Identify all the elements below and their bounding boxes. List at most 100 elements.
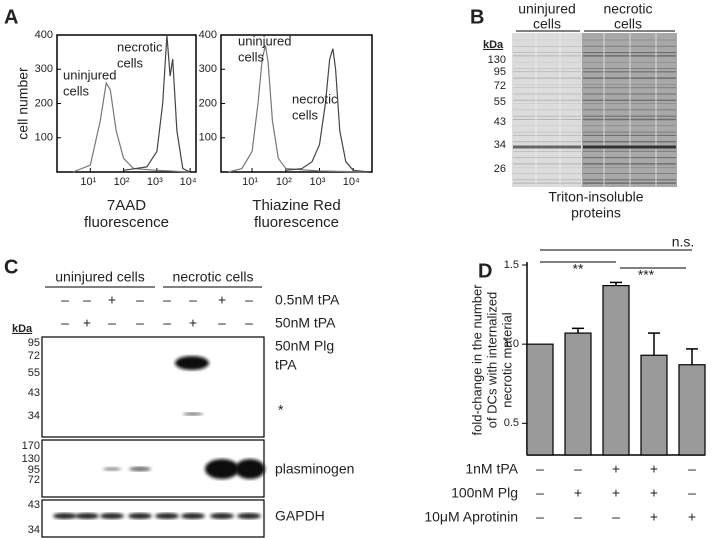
bar xyxy=(526,343,554,456)
kda-label: kDa xyxy=(12,323,33,335)
blot-band xyxy=(155,513,179,519)
x-tick-label: 10² xyxy=(114,176,130,188)
treatment-sign: – xyxy=(136,292,144,308)
treatment-sign: + xyxy=(83,315,91,331)
annotation: necrotic xyxy=(117,39,163,54)
annotation: uninjured xyxy=(238,33,292,48)
treatment-sign: + xyxy=(108,292,116,308)
blot-membrane xyxy=(41,439,265,498)
marker-label: 43 xyxy=(28,387,40,399)
x-tick-label: 10⁴ xyxy=(180,176,197,188)
blot-label: tPA xyxy=(275,357,297,373)
marker-label: 95 xyxy=(494,66,506,78)
treatment-sign: – xyxy=(189,292,197,308)
treatment-label: 50nM Plg xyxy=(275,338,334,354)
marker-label: 72 xyxy=(494,80,506,92)
blot-band xyxy=(210,513,234,519)
marker-label: 55 xyxy=(494,96,506,108)
panel-label: B xyxy=(470,6,484,28)
x-tick-label: 10¹ xyxy=(242,176,258,188)
panel-label: D xyxy=(478,260,492,282)
treatment-sign: – xyxy=(218,315,226,331)
treatment-label: 100nM Plg xyxy=(451,485,518,501)
bar xyxy=(564,332,592,456)
treatment-sign: + xyxy=(650,461,658,477)
x-axis-label: 7AAD xyxy=(107,197,146,214)
blot-band xyxy=(205,459,239,479)
marker-label: 95 xyxy=(28,337,40,349)
treatment-sign: + xyxy=(612,485,620,501)
annotation: cells xyxy=(292,107,319,122)
treatment-sign: – xyxy=(163,315,171,331)
x-axis-label: fluorescence xyxy=(254,214,339,231)
y-axis-label: cell number xyxy=(15,67,31,140)
y-tick-label: 300 xyxy=(199,63,217,75)
x-axis-label: Thiazine Red xyxy=(252,197,340,214)
gel-group-label: cells xyxy=(614,16,642,32)
x-tick-label: 10¹ xyxy=(80,176,96,188)
blot-band xyxy=(181,513,205,519)
histogram-curve xyxy=(72,81,191,173)
panel-label: C xyxy=(4,256,18,278)
y-tick-label: 1.0 xyxy=(504,338,519,350)
treatment-sign: + xyxy=(688,509,696,525)
treatment-sign: + xyxy=(650,485,658,501)
gel-group-label: uninjured xyxy=(518,1,576,17)
treatment-sign: + xyxy=(612,461,620,477)
gel-group-label: necrotic xyxy=(603,1,652,17)
y-tick-label: 0.5 xyxy=(504,417,519,429)
marker-label: 55 xyxy=(28,367,40,379)
treatment-sign: – xyxy=(688,461,696,477)
treatment-sign: + xyxy=(650,509,658,525)
treatment-sign: + xyxy=(189,315,197,331)
treatment-sign: – xyxy=(245,292,253,308)
treatment-sign: – xyxy=(108,315,116,331)
histogram-curve xyxy=(228,45,370,173)
blot-note: * xyxy=(278,402,284,418)
treatment-label: 10μM Aprotinin xyxy=(424,509,518,525)
gel-group-label: cells xyxy=(533,16,561,32)
treatment-label: 0.5nM tPA xyxy=(275,292,340,308)
blot-band xyxy=(237,513,261,519)
treatment-sign: + xyxy=(218,292,226,308)
annotation: uninjured xyxy=(63,67,117,82)
treatment-sign: – xyxy=(136,315,144,331)
marker-label: 43 xyxy=(28,499,40,511)
blot-membrane xyxy=(41,499,265,538)
treatment-sign: – xyxy=(688,485,696,501)
treatment-label: 1nM tPA xyxy=(465,461,518,477)
annotation: cells xyxy=(117,55,144,70)
blot-band xyxy=(129,466,151,472)
blot-group-label: necrotic cells xyxy=(173,269,254,285)
treatment-sign: – xyxy=(61,292,69,308)
blot-band xyxy=(103,467,121,471)
marker-label: 43 xyxy=(494,116,506,128)
treatment-sign: – xyxy=(536,485,544,501)
marker-label: 72 xyxy=(28,350,40,362)
treatment-sign: – xyxy=(61,315,69,331)
significance: *** xyxy=(638,267,655,283)
treatment-label: 50nM tPA xyxy=(275,315,336,331)
blot-group-label: uninjured cells xyxy=(55,269,145,285)
bar xyxy=(678,364,706,456)
blot-band xyxy=(175,356,209,370)
marker-label: 34 xyxy=(494,139,506,151)
treatment-sign: + xyxy=(574,485,582,501)
marker-label: 72 xyxy=(28,474,40,486)
bar xyxy=(602,284,630,456)
marker-label: 130 xyxy=(22,453,40,465)
histogram-curve xyxy=(285,48,370,173)
blot-band xyxy=(53,513,77,519)
annotation: cells xyxy=(63,83,90,98)
treatment-sign: – xyxy=(574,461,582,477)
treatment-sign: – xyxy=(245,315,253,331)
blot-band xyxy=(100,513,124,519)
marker-label: 26 xyxy=(494,163,506,175)
marker-label: 34 xyxy=(28,410,40,422)
y-axis-label: of DCs with internalized xyxy=(484,292,499,429)
y-tick-label: 200 xyxy=(35,97,53,109)
gel-caption: proteins xyxy=(571,205,621,221)
x-tick-label: 10² xyxy=(276,176,292,188)
y-tick-label: 300 xyxy=(35,63,53,75)
y-axis-label: necrotic material xyxy=(499,312,514,407)
